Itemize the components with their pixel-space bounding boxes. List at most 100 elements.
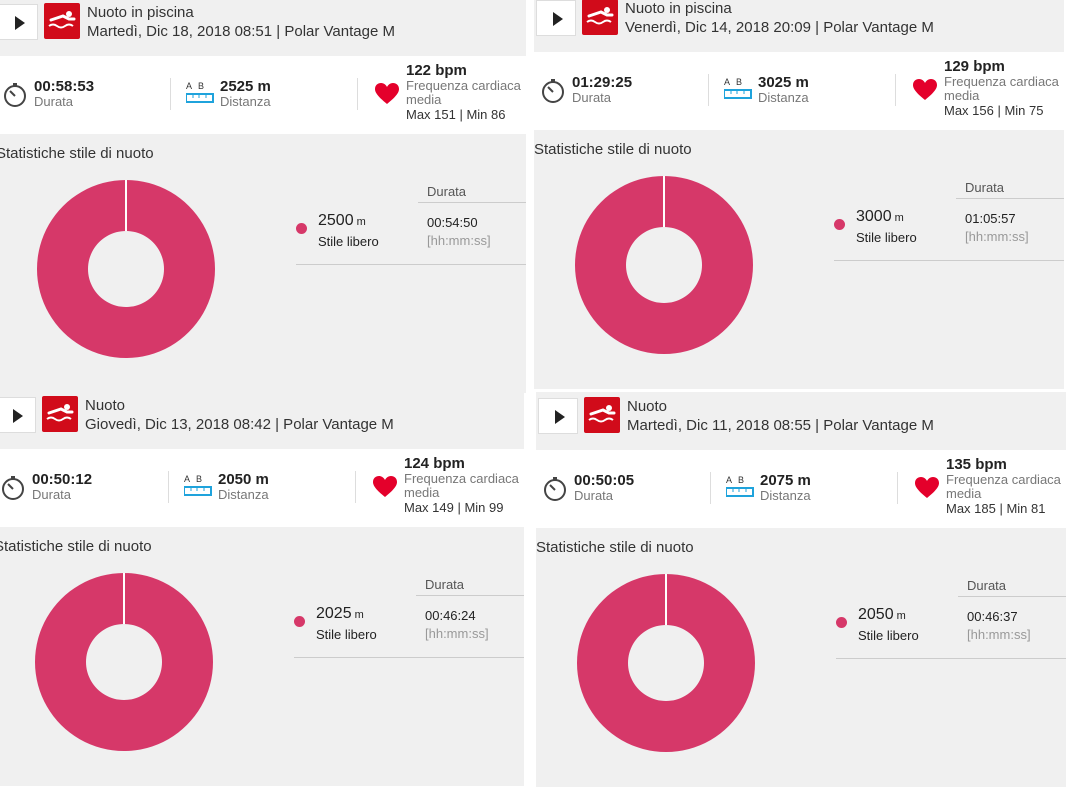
style-donut-chart (34, 573, 213, 751)
hr-label-2: media (404, 485, 440, 500)
session-header: Nuoto Martedì, Dic 11, 2018 08:55 | Pola… (536, 392, 1066, 450)
style-duration: 00:54:50 (427, 215, 478, 230)
play-button[interactable] (538, 398, 578, 434)
style-duration-unit: [hh:mm:ss] (965, 229, 1029, 244)
hr-minmax: Max 185 | Min 81 (946, 501, 1046, 516)
hr-label-2: media (946, 486, 982, 501)
style-donut-chart (576, 574, 755, 752)
stopwatch-icon (540, 78, 566, 109)
style-donut-chart (574, 176, 753, 354)
duration-value: 00:50:05 (574, 472, 635, 489)
distance-block: 2050 m Distanza (218, 471, 269, 549)
donut-slice-stile-libero[interactable] (34, 573, 213, 751)
distance-icon: AB (724, 77, 752, 99)
duration-block: 00:50:12 Durata (32, 471, 92, 549)
heart-icon (372, 475, 398, 504)
session-header: Nuoto Giovedì, Dic 13, 2018 08:42 | Pola… (0, 391, 524, 449)
stats-title: Statistiche stile di nuoto (0, 145, 154, 162)
style-duration: 00:46:24 (425, 608, 476, 623)
style-duration-unit: [hh:mm:ss] (427, 233, 491, 248)
duration-value: 00:50:12 (32, 471, 93, 488)
style-donut-chart (36, 180, 215, 358)
swim-style-stats: Statistiche stile di nuoto 2500 m Stile l… (0, 134, 526, 393)
donut-slice-stile-libero[interactable] (576, 574, 755, 752)
play-button[interactable] (0, 397, 36, 433)
distance-value: 2050 m (218, 471, 269, 488)
duration-column-header: Durata (967, 578, 1007, 593)
table-divider (958, 596, 1066, 597)
session-header: Nuoto in piscina Martedì, Dic 18, 2018 0… (0, 0, 526, 56)
ab-b: B (738, 475, 751, 485)
duration-column-header: Durata (427, 184, 467, 199)
duration-value: 00:58:53 (34, 78, 95, 95)
session-title[interactable]: Nuoto (85, 397, 126, 414)
play-button[interactable] (536, 0, 576, 36)
style-distance: 2050 m (858, 606, 906, 624)
hr-value: 129 bpm (944, 58, 1005, 75)
swimming-icon (44, 3, 80, 39)
heart-rate-block: 135 bpm Frequenza cardiaca media Max 185… (946, 456, 1061, 534)
ab-a: A (724, 77, 737, 87)
hr-label: Frequenza cardiaca (946, 472, 1061, 487)
distance-block: 2525 m Distanza (220, 78, 271, 156)
swimming-icon (42, 396, 78, 432)
duration-label: Durata (32, 487, 72, 502)
table-divider (418, 202, 526, 203)
style-duration-unit: [hh:mm:ss] (967, 627, 1031, 642)
divider (710, 472, 711, 504)
hr-minmax: Max 156 | Min 75 (944, 103, 1044, 118)
table-divider (416, 595, 524, 596)
table-divider (836, 658, 1066, 659)
donut-slice-stile-libero[interactable] (574, 176, 753, 354)
style-distance-unit: m (354, 609, 364, 621)
style-distance: 2500 m (318, 212, 366, 230)
session-title[interactable]: Nuoto (627, 398, 668, 415)
style-duration-unit: [hh:mm:ss] (425, 626, 489, 641)
divider (355, 471, 356, 503)
session-header: Nuoto in piscina Venerdì, Dic 14, 2018 2… (534, 0, 1064, 52)
table-divider (296, 264, 526, 265)
legend-dot (834, 219, 845, 230)
style-distance-value: 2050 (858, 606, 894, 623)
style-distance-unit: m (894, 212, 904, 224)
distance-label: Distanza (760, 488, 811, 503)
duration-block: 00:50:05 Durata (574, 472, 634, 550)
ab-a: A (726, 475, 739, 485)
style-label: Stile libero (856, 230, 917, 245)
hr-label: Frequenza cardiaca (944, 74, 1059, 89)
legend-dot (294, 616, 305, 627)
heart-icon (914, 476, 940, 505)
legend-dot (836, 617, 847, 628)
table-divider (956, 198, 1064, 199)
swimming-icon (584, 397, 620, 433)
distance-icon: AB (184, 474, 212, 496)
distance-value: 2525 m (220, 78, 271, 95)
heart-rate-block: 124 bpm Frequenza cardiaca media Max 149… (404, 455, 519, 533)
distance-label: Distanza (220, 94, 271, 109)
hr-label: Frequenza cardiaca (406, 78, 521, 93)
session-title[interactable]: Nuoto in piscina (87, 4, 194, 21)
distance-label: Distanza (758, 90, 809, 105)
play-button[interactable] (0, 4, 38, 40)
table-divider (834, 260, 1064, 261)
session-summary: 00:50:05 Durata AB 2075 m Distanza 135 b… (536, 450, 1066, 528)
session-card: Nuoto in piscina Venerdì, Dic 14, 2018 2… (534, 0, 1064, 389)
style-duration: 01:05:57 (965, 211, 1016, 226)
ab-b: B (198, 81, 211, 91)
session-title[interactable]: Nuoto in piscina (625, 0, 732, 17)
distance-block: 3025 m Distanza (758, 74, 809, 152)
donut-slice-stile-libero[interactable] (36, 180, 215, 358)
style-distance-value: 3000 (856, 208, 892, 225)
heart-rate-block: 129 bpm Frequenza cardiaca media Max 156… (944, 58, 1059, 136)
hr-minmax: Max 151 | Min 86 (406, 107, 506, 122)
style-label: Stile libero (858, 628, 919, 643)
swim-style-stats: Statistiche stile di nuoto 2025 m Stile l… (0, 527, 524, 786)
hr-label: Frequenza cardiaca (404, 471, 519, 486)
style-distance-value: 2025 (316, 605, 352, 622)
session-subtitle: Giovedì, Dic 13, 2018 08:42 | Polar Vant… (85, 416, 394, 433)
style-distance: 2025 m (316, 605, 364, 623)
duration-label: Durata (34, 94, 74, 109)
divider (897, 472, 898, 504)
stats-title: Statistiche stile di nuoto (534, 141, 692, 158)
session-card: Nuoto in piscina Martedì, Dic 18, 2018 0… (0, 0, 526, 393)
